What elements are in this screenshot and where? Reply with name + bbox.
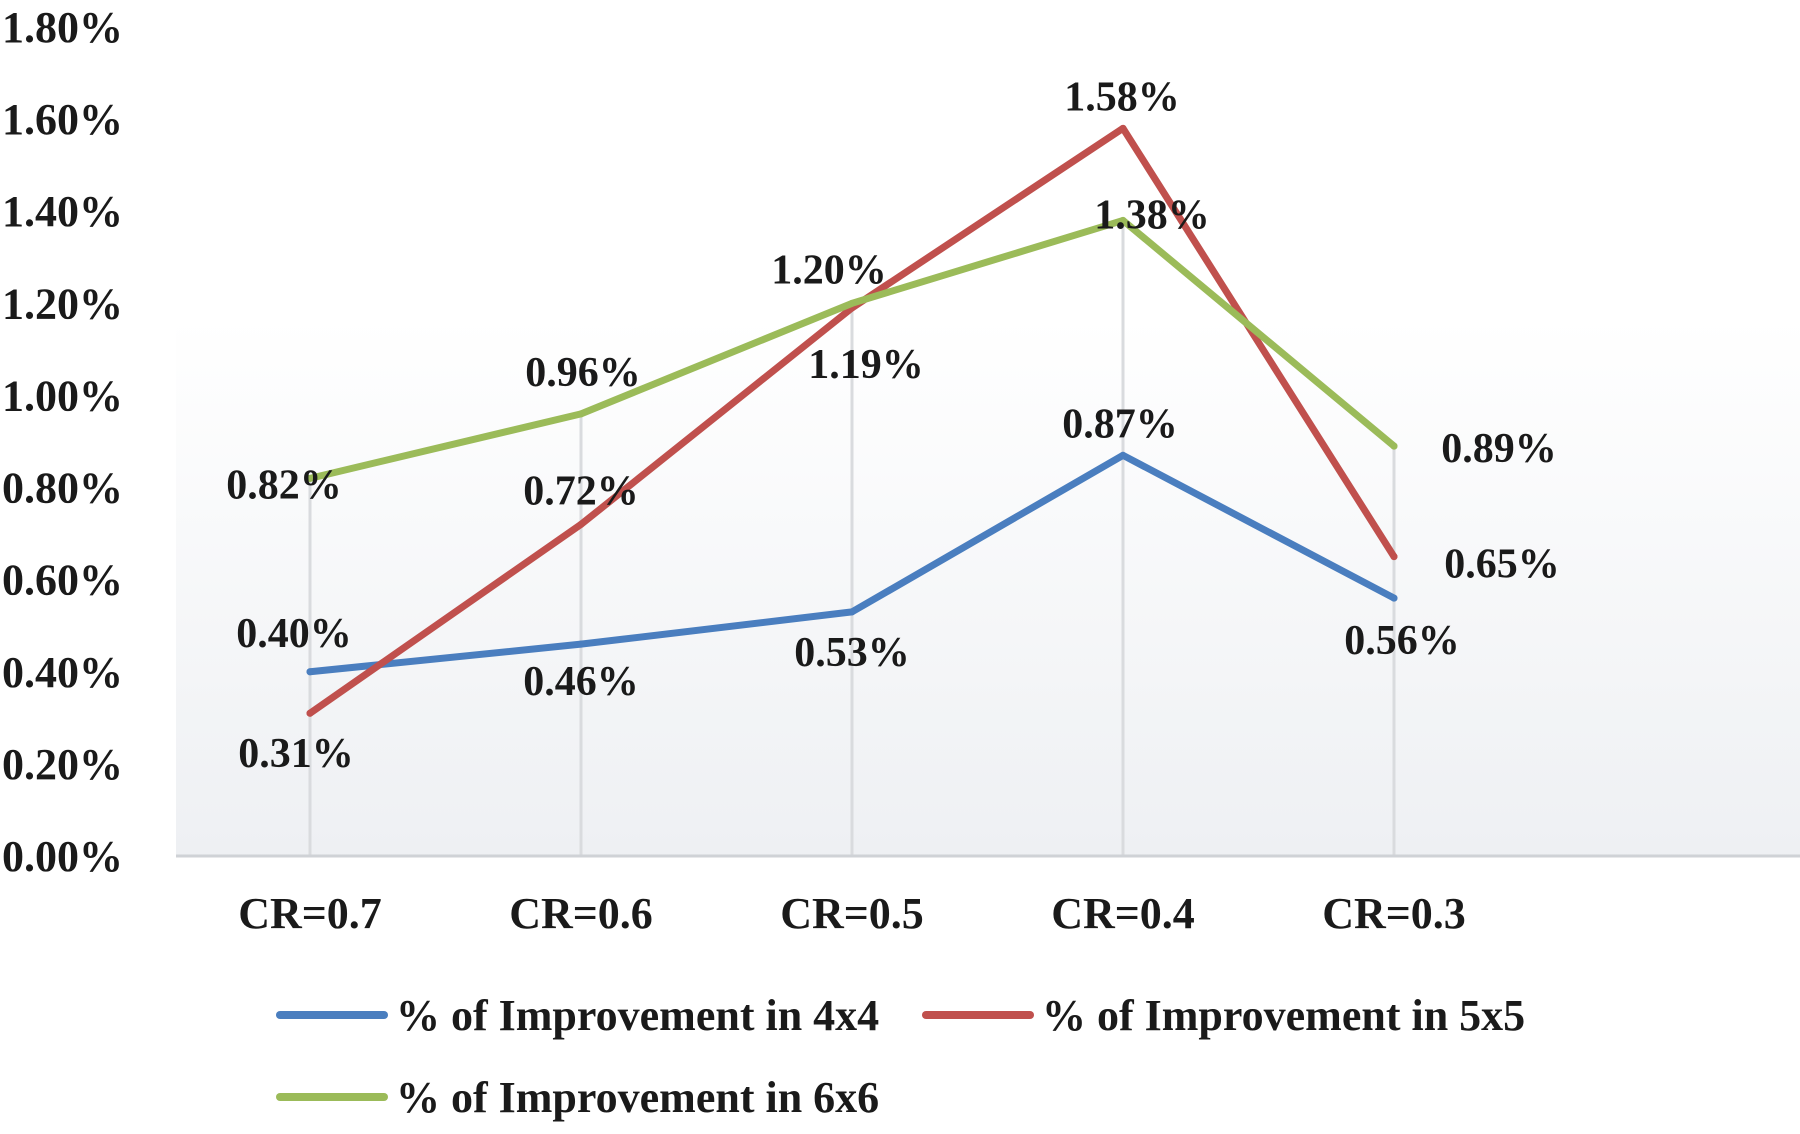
plot-area-background bbox=[176, 318, 1800, 856]
data-label: 1.58% bbox=[1064, 74, 1180, 120]
x-tick-label: CR=0.7 bbox=[238, 889, 382, 938]
data-label: 0.87% bbox=[1062, 401, 1178, 447]
x-tick-label: CR=0.5 bbox=[780, 889, 924, 938]
data-point bbox=[1119, 451, 1127, 459]
legend-label: % of Improvement in 6x6 bbox=[396, 1073, 879, 1122]
data-label: 0.40% bbox=[236, 611, 352, 657]
data-label: 0.46% bbox=[523, 659, 639, 705]
data-label: 0.89% bbox=[1441, 426, 1557, 472]
y-tick-label: 1.40% bbox=[2, 187, 123, 236]
legend-item-2: % of Improvement in 5x5 bbox=[922, 991, 1525, 1040]
legend-item-1: % of Improvement in 4x4 bbox=[276, 991, 879, 1040]
data-label: 0.31% bbox=[238, 731, 354, 777]
x-tick-label: CR=0.3 bbox=[1322, 889, 1466, 938]
data-point bbox=[306, 668, 314, 676]
y-tick-label: 0.80% bbox=[2, 464, 123, 513]
data-point bbox=[1119, 124, 1127, 132]
legend: % of Improvement in 4x4 % of Improvement … bbox=[276, 991, 1525, 1122]
data-point bbox=[306, 474, 314, 482]
data-point bbox=[1390, 442, 1398, 450]
data-point bbox=[848, 299, 856, 307]
y-tick-label: 1.20% bbox=[2, 279, 123, 328]
y-tick-label: 1.00% bbox=[2, 371, 123, 420]
data-point bbox=[577, 640, 585, 648]
y-axis-ticks: 0.00% 0.20% 0.40% 0.60% 0.80% 1.00% 1.20% 1.40%… bbox=[2, 3, 123, 881]
data-point bbox=[306, 709, 314, 717]
legend-item-3: % of Improvement in 6x6 bbox=[276, 1073, 879, 1122]
gridlines bbox=[308, 220, 1396, 856]
data-point bbox=[577, 410, 585, 418]
data-label: 0.53% bbox=[794, 630, 910, 676]
data-label: 1.20% bbox=[771, 247, 887, 293]
data-label: 0.82% bbox=[226, 462, 342, 508]
data-labels: 0.40% 0.46% 0.53% 0.87% 0.56% 0.31% 0.72% 1.19%… bbox=[226, 74, 1560, 777]
data-label: 0.72% bbox=[523, 468, 639, 514]
series-lines bbox=[306, 124, 1398, 717]
x-tick-label: CR=0.6 bbox=[509, 889, 653, 938]
x-tick-label: CR=0.4 bbox=[1051, 889, 1195, 938]
data-label: 1.19% bbox=[808, 342, 924, 388]
data-point bbox=[848, 608, 856, 616]
y-tick-label: 0.40% bbox=[2, 648, 123, 697]
data-label: 0.65% bbox=[1444, 542, 1560, 588]
y-tick-label: 0.00% bbox=[2, 832, 123, 881]
y-tick-label: 0.20% bbox=[2, 740, 123, 789]
data-point bbox=[1390, 553, 1398, 561]
y-tick-label: 1.80% bbox=[2, 3, 123, 52]
x-axis-ticks: CR=0.7 CR=0.6 CR=0.5 CR=0.4 CR=0.3 bbox=[238, 889, 1466, 938]
data-point bbox=[1119, 216, 1127, 224]
data-point bbox=[1390, 594, 1398, 602]
data-point bbox=[577, 520, 585, 528]
y-tick-label: 1.60% bbox=[2, 95, 123, 144]
legend-label: % of Improvement in 4x4 bbox=[396, 991, 879, 1040]
legend-label: % of Improvement in 5x5 bbox=[1042, 991, 1525, 1040]
data-label: 0.96% bbox=[525, 350, 641, 396]
data-label: 1.38% bbox=[1094, 192, 1210, 238]
data-label: 0.56% bbox=[1344, 618, 1460, 664]
y-tick-label: 0.60% bbox=[2, 556, 123, 605]
